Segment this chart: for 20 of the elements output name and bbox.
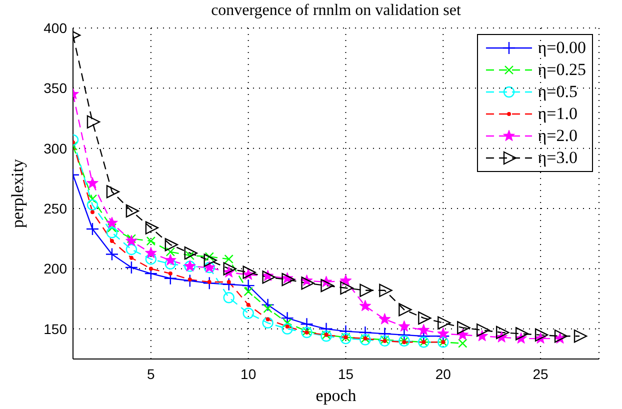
x-tick-label: 25: [532, 366, 549, 382]
chart-title: convergence of rnnlm on validation set: [210, 2, 462, 20]
x-tick-label: 5: [147, 366, 156, 382]
legend-label: η=1.0: [538, 104, 578, 124]
y-axis-title: perplexity: [8, 158, 28, 228]
y-tick-label: 400: [44, 20, 68, 36]
y-tick-label: 250: [44, 200, 68, 217]
legend-label: η=3.0: [538, 148, 578, 168]
y-tick-label: 200: [44, 260, 68, 277]
x-tick-label: 20: [435, 366, 452, 382]
legend-label: η=2.0: [538, 126, 578, 146]
y-tick-label: 350: [44, 80, 68, 96]
legend-label: η=0.25: [538, 60, 586, 80]
y-tick-label: 150: [44, 320, 68, 337]
y-tick-label: 300: [44, 140, 68, 156]
x-axis-title: epoch: [316, 386, 357, 405]
x-tick-label: 10: [240, 366, 256, 382]
legend-label: η=0.00: [538, 38, 586, 58]
legend-label: η=0.5: [538, 82, 578, 102]
x-tick-label: 15: [338, 366, 354, 382]
